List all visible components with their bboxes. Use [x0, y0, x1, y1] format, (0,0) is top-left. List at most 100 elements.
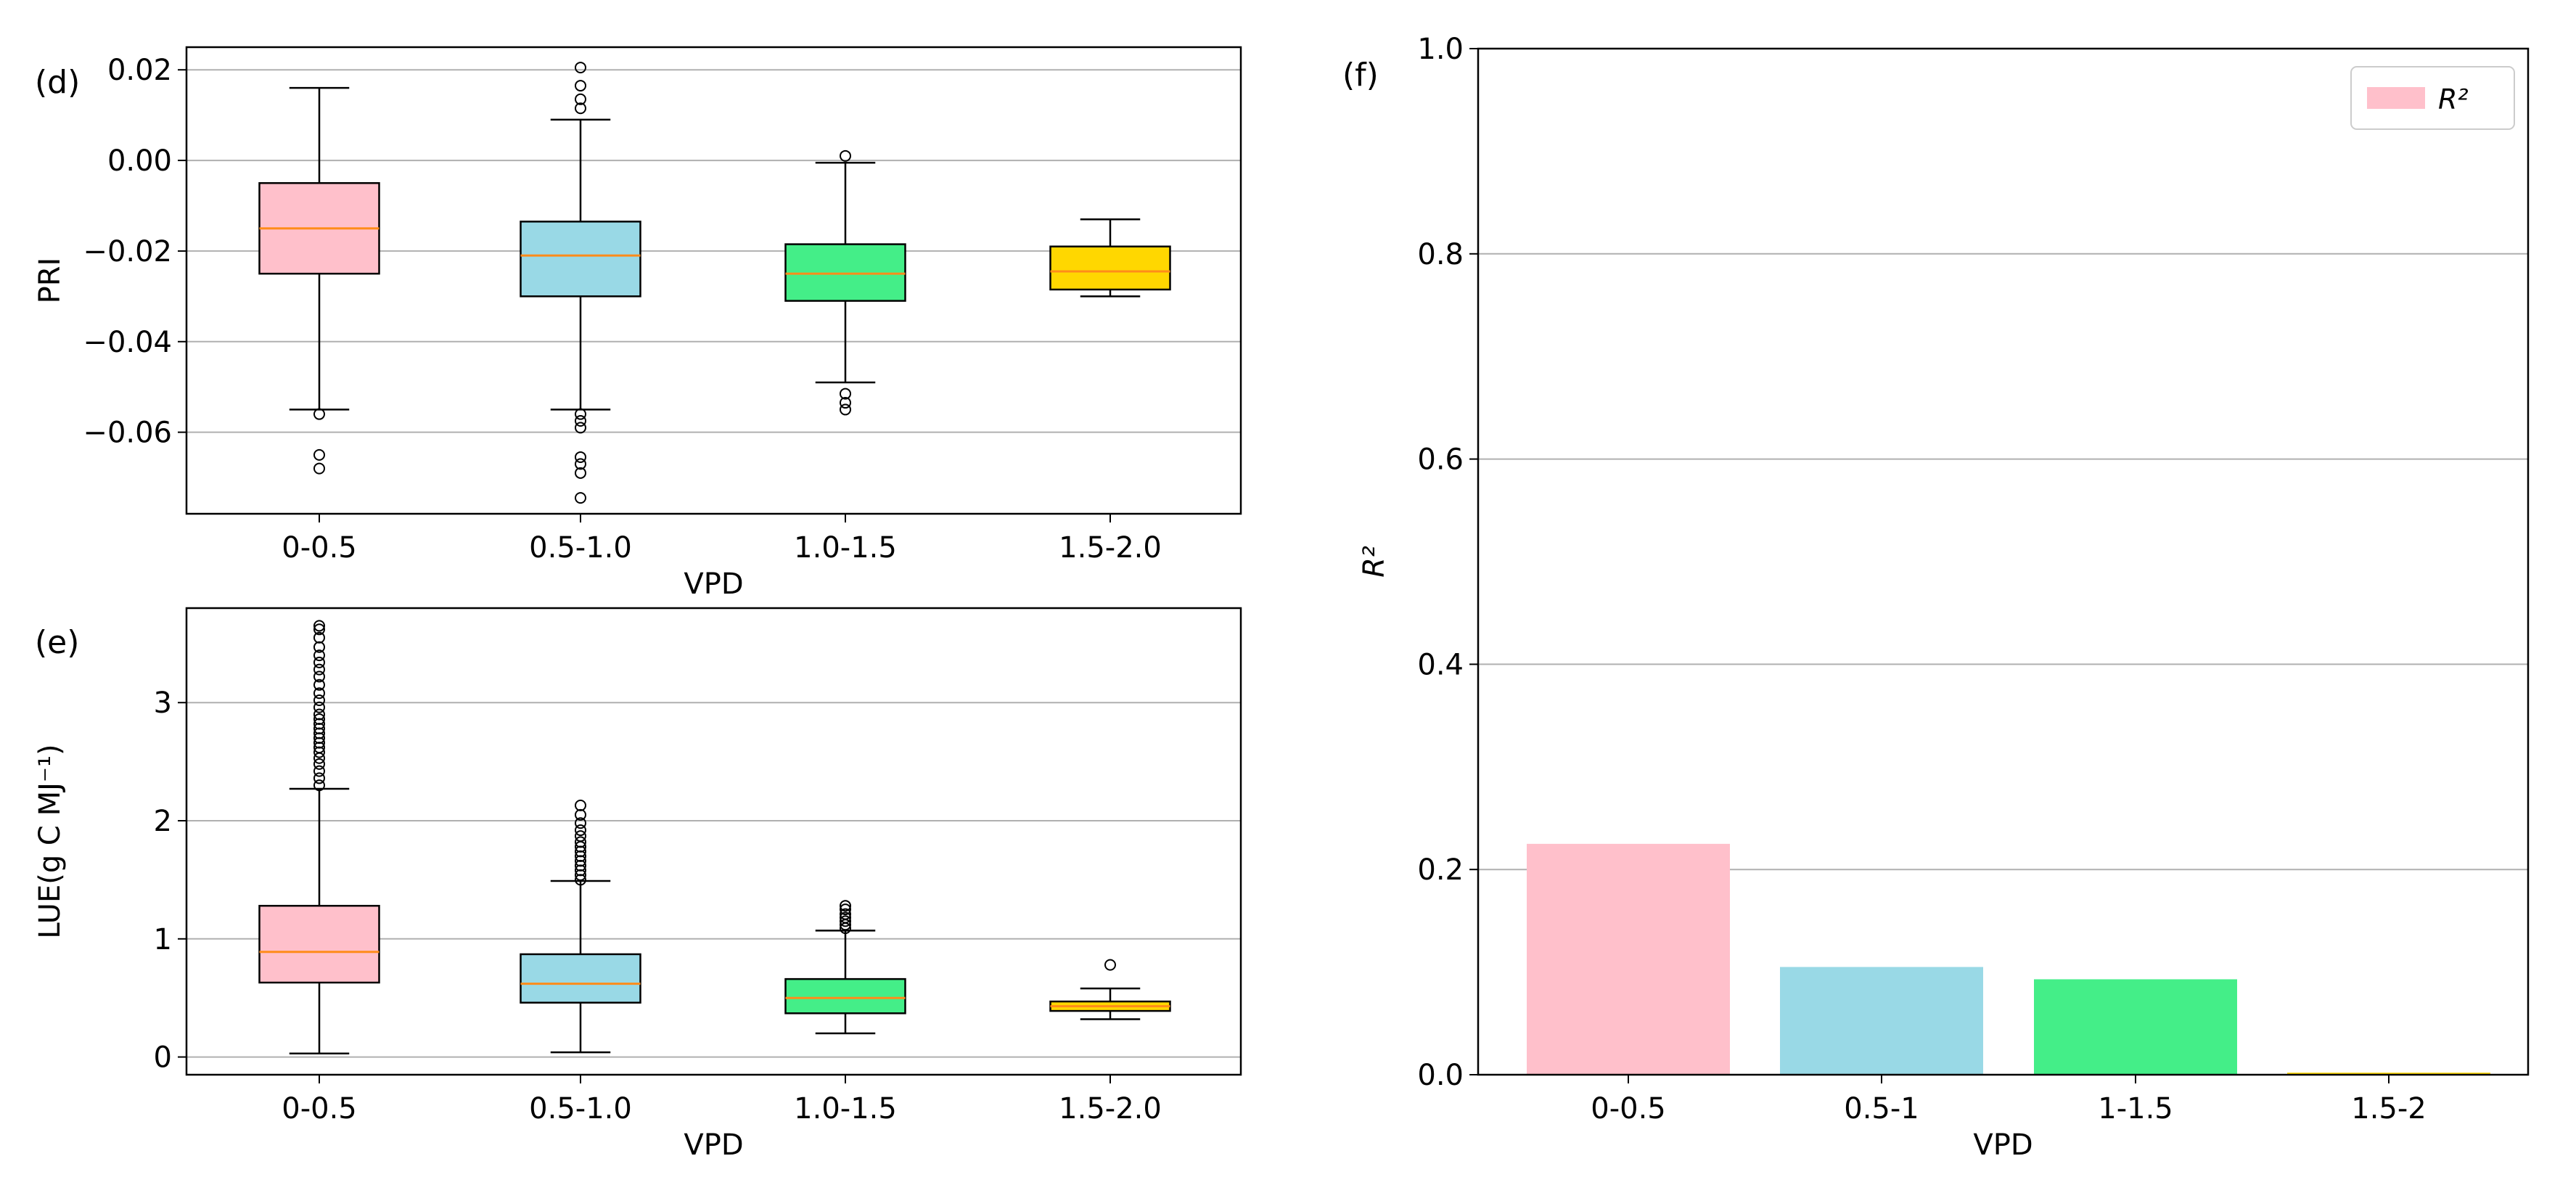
box-1.5-2.0 [1049, 218, 1171, 298]
x-tick-label: 0-0.5 [1591, 1092, 1666, 1126]
outlier-point [313, 701, 325, 713]
y-tick-label: 0.4 [1417, 648, 1464, 681]
outlier-point [313, 694, 325, 706]
bar-1-1.5 [2034, 979, 2237, 1075]
y-tick-label: 0.0 [1417, 1059, 1464, 1092]
outlier-point [313, 623, 325, 636]
outlier-point [575, 830, 586, 843]
x-tick-label: 1-1.5 [2098, 1092, 2173, 1126]
panel-label: (e) [35, 624, 79, 661]
outlier-point [313, 679, 325, 691]
outlier-point [575, 836, 586, 848]
x-tick-label: 1.0-1.5 [794, 531, 897, 565]
outlier-point [575, 408, 586, 420]
outlier-point [840, 900, 851, 912]
outlier-point [840, 403, 851, 416]
iqr-box [520, 221, 641, 298]
bar-0-0.5 [1527, 843, 1730, 1075]
outlier-point [313, 448, 325, 461]
outlier-point [313, 765, 325, 777]
outlier-point [1104, 959, 1116, 971]
panel-label: (d) [35, 64, 80, 101]
y-tick-label: 1.0 [1417, 33, 1464, 66]
outlier-point [575, 102, 586, 115]
y-tick-label: −0.02 [83, 235, 172, 268]
box-1.0-1.5 [784, 900, 906, 1035]
outlier-point [575, 422, 586, 434]
x-tick-label: 1.0-1.5 [794, 1092, 897, 1126]
outlier-point [575, 62, 586, 74]
outlier-point [313, 656, 325, 668]
x-tick-label: 0-0.5 [282, 1092, 357, 1126]
outlier-point [840, 915, 851, 927]
x-tick-label: 1.5-2.0 [1059, 1092, 1162, 1126]
x-tick-label: 0.5-1.0 [529, 531, 632, 565]
legend-swatch [2367, 87, 2425, 109]
box-1.5-2.0 [1049, 959, 1171, 1020]
outlier-point [313, 752, 325, 764]
y-axis-label: PRI [33, 258, 67, 304]
legend-box [2350, 66, 2515, 130]
outlier-point [575, 458, 586, 470]
outlier-point [575, 817, 586, 829]
y-tick-label: 0.6 [1417, 443, 1464, 477]
iqr-box [784, 243, 906, 302]
plot-frame [185, 607, 1242, 1076]
outlier-point [313, 620, 325, 632]
outlier-point [313, 671, 325, 683]
outlier-point [575, 415, 586, 427]
box-0.5-1.0 [520, 62, 641, 504]
outlier-point [313, 779, 325, 792]
y-tick-label: −0.06 [83, 417, 172, 450]
iqr-box [784, 977, 906, 1014]
iqr-box [1049, 245, 1171, 291]
box-0-0.5 [258, 620, 380, 1054]
y-tick-label: 3 [154, 686, 172, 720]
y-tick-label: 0 [154, 1041, 172, 1075]
outlier-point [575, 93, 586, 105]
y-axis-label: LUE(g C MJ⁻¹) [33, 744, 67, 938]
legend: R² [2350, 66, 2515, 130]
outlier-point [313, 713, 325, 726]
outlier-point [313, 408, 325, 420]
outlier-point [575, 80, 586, 92]
outlier-point [313, 758, 325, 770]
y-tick-label: 0.02 [107, 54, 172, 87]
outlier-point [840, 388, 851, 400]
x-tick-label: 1.5-2.0 [1059, 531, 1162, 565]
outlier-point [313, 687, 325, 700]
outlier-point [313, 663, 325, 676]
x-tick-label: 0.5-1.0 [529, 1092, 632, 1126]
outlier-point [840, 911, 851, 924]
outlier-point [313, 649, 325, 662]
y-tick-label: 0.2 [1417, 853, 1464, 887]
iqr-box [520, 953, 641, 1004]
bar-0.5-1 [1780, 967, 1983, 1075]
bar-1.5-2 [2287, 1073, 2490, 1075]
outlier-point [313, 772, 325, 784]
box-0-0.5 [258, 86, 380, 475]
x-tick-label: 1.5-2 [2351, 1092, 2427, 1126]
x-tick-label: 0-0.5 [282, 531, 357, 565]
outlier-point [575, 799, 586, 811]
outlier-point [313, 631, 325, 644]
outlier-point [313, 708, 325, 721]
y-tick-label: 0.00 [107, 144, 172, 178]
outlier-point [575, 451, 586, 463]
y-tick-label: −0.04 [83, 326, 172, 359]
x-axis-label: VPD [684, 1128, 743, 1162]
box-1.0-1.5 [784, 149, 906, 416]
outlier-point [840, 149, 851, 162]
outlier-point [575, 492, 586, 504]
legend-label: R² [2438, 83, 2469, 115]
x-tick-label: 0.5-1 [1844, 1092, 1919, 1126]
y-tick-label: 0.8 [1417, 238, 1464, 271]
plot-frame [1477, 47, 2530, 1076]
outlier-point [575, 467, 586, 479]
outlier-point [575, 824, 586, 837]
y-axis-label: R² [1358, 546, 1391, 578]
outlier-point [840, 397, 851, 409]
outlier-point [313, 462, 325, 475]
y-tick-label: 1 [154, 923, 172, 956]
plot-frame [185, 46, 1242, 515]
